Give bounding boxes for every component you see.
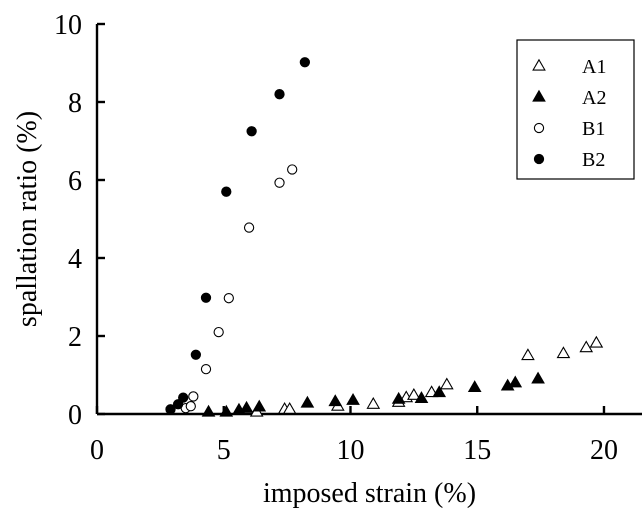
y-axis-title: spallation ratio (%) [12,111,43,327]
legend-marker-a2 [532,89,546,102]
y-tick-label: 4 [68,244,82,275]
data-point-b1 [185,401,196,412]
data-point-a1 [589,335,604,348]
data-point-a2 [391,391,406,404]
data-point-a2 [414,391,429,403]
data-point-a2 [467,380,482,393]
y-tick-label: 10 [54,10,82,41]
legend-label-a1: A1 [582,56,606,78]
data-point-b1 [274,177,285,188]
legend-label-a2: A2 [582,87,606,109]
data-point-a1 [366,396,381,409]
x-axis-title: imposed strain (%) [263,478,476,509]
series-b2 [165,57,311,415]
data-point-a2 [531,371,545,384]
legend-marker-b1 [533,122,545,134]
legend-label-b1: B1 [582,118,605,140]
y-tick-label: 0 [68,400,82,431]
data-point-b2 [178,392,189,403]
data-point-b2 [274,89,285,100]
legend-marker-b2 [533,153,545,165]
data-point-b1 [200,363,212,375]
data-point-b2 [299,57,311,68]
data-point-b1 [188,391,199,402]
data-point-b2 [165,404,176,415]
y-tick-label: 2 [68,322,82,353]
legend-label-b2: B2 [582,149,605,171]
axis-ticks: 0 5 10 15 20 0 2 4 6 8 10 [54,10,618,466]
x-tick-label: 20 [590,435,618,466]
data-point-a1 [556,346,571,359]
legend-marker-a1 [532,58,546,71]
data-point-a1 [579,340,594,353]
data-point-a2 [252,399,267,412]
y-tick-label: 8 [68,88,82,119]
data-point-b1 [213,326,224,338]
data-point-a2 [328,394,343,407]
data-point-a1 [439,377,454,390]
data-point-a1 [521,348,535,361]
data-point-a1 [407,387,421,400]
data-point-a1 [282,402,297,414]
data-point-a2 [201,404,216,417]
data-point-b2 [190,349,202,360]
data-point-b1 [287,164,298,175]
data-point-b2 [246,126,257,137]
x-tick-label: 0 [90,435,104,466]
data-point-a2 [219,404,234,417]
data-point-a2 [300,395,315,408]
y-tick-label: 6 [68,166,82,197]
legend: A1 A2 B1 B2 [516,39,635,180]
data-point-a2 [239,400,254,413]
series-a2 [201,371,545,417]
x-tick-label: 15 [463,435,491,466]
x-tick-label: 5 [217,435,231,466]
data-point-a2 [346,393,360,405]
data-point-b1 [223,293,234,304]
data-point-b1 [243,222,255,233]
data-point-a2 [508,375,523,388]
x-tick-label: 10 [336,435,364,466]
data-points [165,57,604,417]
data-point-b2 [221,186,232,197]
data-point-b2 [200,292,212,303]
data-point-a2 [432,385,447,398]
series-b1 [180,164,298,414]
axes [95,24,642,416]
